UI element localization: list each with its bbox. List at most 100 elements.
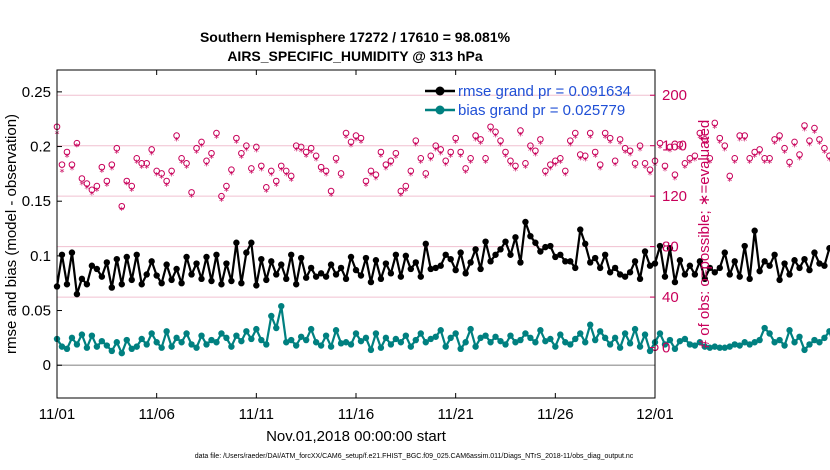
bias-point (432, 333, 439, 340)
right-tick-label: 120 (662, 188, 687, 205)
obs-possible-point (123, 177, 131, 185)
rmse-point (392, 251, 400, 258)
obs-evaluated-point: * (358, 138, 363, 149)
obs-possible-point (811, 124, 818, 132)
bias-point (417, 330, 424, 337)
rmse-line (55, 220, 830, 296)
obs-possible-point (397, 187, 405, 195)
obs-possible-point (307, 144, 315, 152)
bias-point (332, 327, 340, 334)
obs-possible-point (507, 157, 514, 165)
bias-point (397, 339, 405, 346)
bias-point (751, 339, 758, 346)
bias-point (68, 334, 76, 342)
obs-evaluated-point: * (124, 180, 129, 191)
obs-evaluated-point: * (473, 136, 478, 147)
rmse-point (88, 262, 96, 269)
obs-evaluated-point: * (368, 171, 373, 182)
y-tick-label: 0.2 (30, 139, 51, 156)
obs-evaluated-point: * (702, 140, 707, 151)
obs-possible-point (656, 139, 664, 147)
obs-evaluated-point: * (349, 142, 354, 153)
rmse-point (532, 239, 539, 246)
rmse-point (98, 273, 106, 280)
obs-evaluated-point: * (339, 174, 344, 185)
rmse-point (477, 265, 484, 273)
x-axis-label: Nov.01,2018 00:00:00 start (266, 428, 447, 445)
bias-point (258, 336, 265, 344)
obs-evaluated-point: * (618, 140, 623, 151)
bias-point (362, 334, 370, 342)
bias-point (307, 325, 315, 333)
obs-possible-point (203, 157, 210, 165)
rmse-point (557, 251, 564, 258)
bias-point (58, 343, 66, 350)
obs-evaluated-point: * (503, 152, 508, 163)
y-tick-label: 0.25 (22, 84, 51, 101)
bias-point (148, 330, 155, 337)
bias-point (352, 330, 360, 337)
obs-evaluated-point: * (184, 164, 189, 175)
bias-point (791, 339, 798, 346)
obs-possible-point (432, 142, 440, 149)
obs-evaluated-point: * (383, 165, 388, 176)
obs-possible-point (726, 172, 734, 180)
rmse-point (462, 270, 469, 277)
obs-possible-point (547, 161, 554, 168)
rmse-point (213, 251, 220, 258)
bias-point (427, 335, 434, 343)
rmse-point (686, 262, 694, 269)
obs-evaluated-point: * (189, 193, 194, 204)
obs-possible-point (392, 149, 400, 157)
rmse-point (701, 275, 709, 283)
rmse-point (696, 258, 704, 265)
obs-evaluated-point: * (498, 141, 503, 152)
obs-evaluated-point: * (284, 171, 289, 182)
rmse-point (656, 242, 664, 250)
rmse-point (716, 264, 723, 272)
rmse-point (492, 251, 499, 258)
bias-point (731, 341, 738, 348)
rmse-point (497, 246, 504, 253)
obs-possible-point (676, 141, 684, 148)
rmse-point (661, 273, 669, 280)
right-tick-label: 200 (662, 87, 687, 104)
obs-evaluated-point: * (433, 146, 438, 157)
obs-evaluated-point: * (428, 156, 433, 167)
rmse-point (796, 264, 803, 272)
bias-point (826, 328, 830, 335)
bias-point (317, 342, 325, 349)
rmse-point (183, 253, 190, 261)
obs-possible-point (437, 146, 445, 153)
bias-point (616, 344, 624, 351)
obs-possible-point (228, 166, 235, 173)
obs-possible-point (417, 155, 425, 162)
obs-evaluated-point: * (194, 149, 199, 160)
obs-possible-point (277, 162, 285, 170)
obs-possible-point (412, 137, 420, 144)
bias-point (213, 339, 220, 346)
obs-possible-point (701, 136, 709, 143)
obs-evaluated-point: * (59, 167, 64, 178)
rmse-point (801, 255, 808, 263)
bias-point (626, 340, 634, 347)
obs-possible-point (302, 148, 310, 156)
bias-point (372, 330, 380, 337)
bias-point (268, 312, 275, 320)
bias-line (56, 305, 830, 355)
bias-point (153, 339, 160, 346)
obs-possible-point (621, 144, 629, 152)
obs-evaluated-point: * (134, 159, 139, 170)
bias-point (711, 343, 718, 350)
obs-evaluated-point: * (388, 161, 393, 172)
x-tick-label: 11/06 (138, 406, 174, 423)
bias-point (238, 337, 245, 345)
obs-evaluated-point: * (448, 152, 453, 163)
obs-evaluated-point: * (697, 133, 702, 144)
obs-possible-point (497, 137, 504, 144)
rmse-point (133, 251, 140, 258)
bias-point (796, 333, 803, 340)
rmse-point (63, 281, 71, 288)
rmse-point (103, 259, 111, 266)
obs-evaluated-point: * (573, 133, 578, 144)
